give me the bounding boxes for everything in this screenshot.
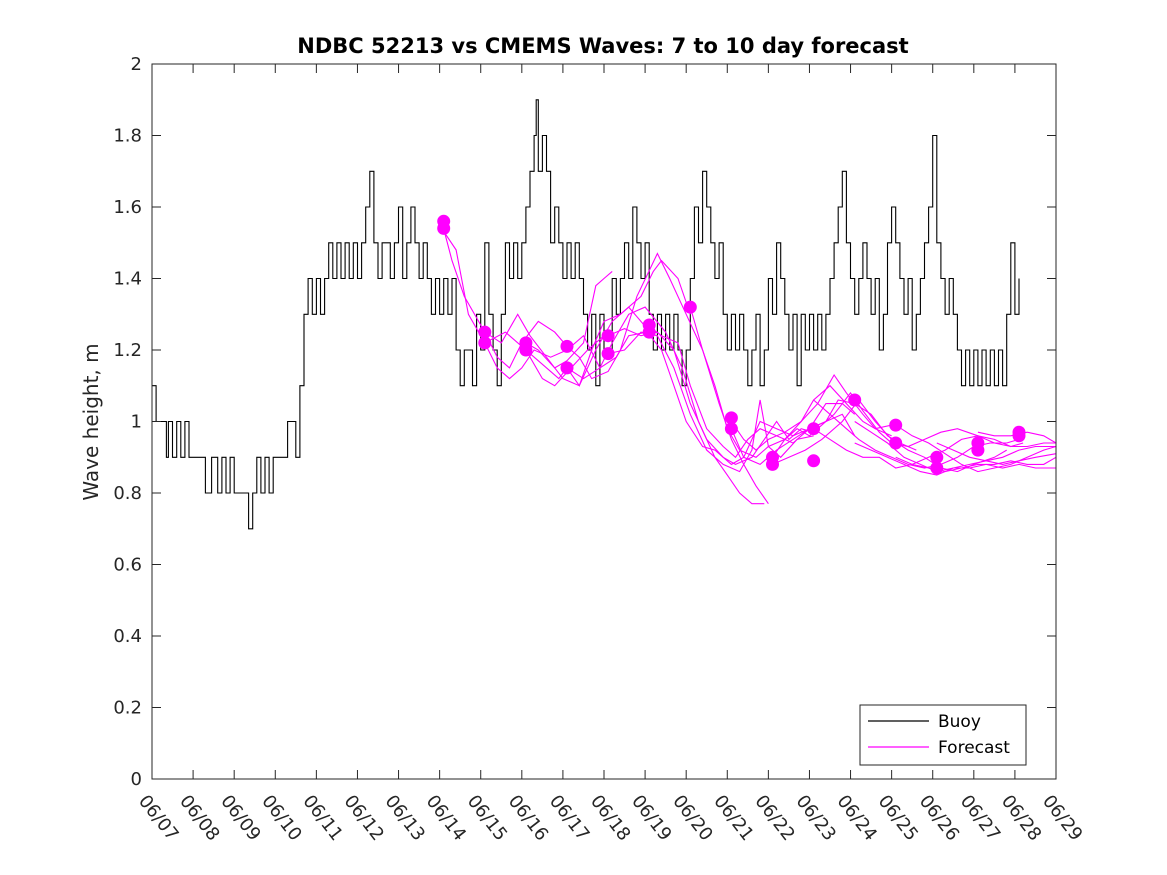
y-tick-label: 1 [131, 412, 142, 433]
buoy-series-line [152, 99, 1020, 530]
forecast-series-line-26 [977, 435, 1056, 448]
forecast-marker-28 [1012, 429, 1026, 443]
legend-forecast-label: Forecast [938, 738, 1010, 758]
forecast-series-line-5 [525, 270, 613, 369]
y-tick-label: 1.8 [113, 126, 142, 147]
forecast-series-line-18 [813, 399, 1020, 469]
forecast-marker-26 [971, 443, 985, 457]
forecast-series-line-7 [566, 252, 769, 505]
forecast-marker-6 [519, 343, 533, 357]
forecast-marker-3 [478, 325, 492, 339]
legend: Buoy Forecast [859, 704, 1027, 766]
y-tick-label: 0 [131, 769, 142, 790]
forecast-marker-24 [930, 461, 944, 475]
forecast-marker-9 [601, 329, 615, 343]
forecast-marker-13 [683, 300, 697, 314]
forecast-series-line-3 [484, 306, 648, 387]
forecast-series-line-1 [441, 221, 568, 369]
forecast-marker-12 [642, 325, 656, 339]
forecast-marker-23 [930, 450, 944, 464]
chart-title: NDBC 52213 vs CMEMS Waves: 7 to 10 day f… [297, 34, 908, 58]
forecast-marker-20 [848, 393, 862, 407]
y-tick-label: 1.2 [113, 340, 142, 361]
forecast-marker-4 [478, 336, 492, 350]
forecast-marker-17 [766, 457, 779, 471]
y-tick-label: 1.6 [113, 197, 142, 218]
y-tick-label: 0.4 [113, 626, 142, 647]
y-tick-label: 0.6 [113, 555, 142, 576]
forecast-marker-15 [724, 422, 738, 436]
forecast-marker-10 [601, 347, 615, 361]
plot-area [152, 99, 1057, 530]
forecast-series-line-19 [813, 428, 1024, 469]
forecast-marker-18 [807, 422, 821, 436]
forecast-marker-2 [437, 221, 451, 235]
forecast-series-line-23 [895, 456, 1057, 473]
forecast-series-line-21 [854, 442, 1056, 476]
y-tick-label: 0.8 [113, 483, 142, 504]
y-tick-label: 1.4 [113, 269, 142, 290]
forecast-marker-14 [724, 411, 738, 425]
y-axis-label: Wave height, m [79, 343, 103, 500]
y-tick-label: 0.2 [113, 698, 142, 719]
forecast-series-line-22 [895, 424, 1057, 473]
forecast-marker-8 [560, 361, 574, 375]
y-tick-label: 2 [131, 54, 142, 75]
forecast-marker-7 [560, 339, 574, 353]
legend-box [859, 704, 1027, 766]
forecast-series-line-24 [936, 442, 1057, 465]
forecast-series-line-16 [772, 391, 979, 458]
forecast-series-line-14 [730, 373, 892, 451]
forecast-marker-19 [807, 454, 821, 468]
legend-buoy-label: Buoy [938, 712, 981, 732]
forecast-marker-22 [889, 436, 903, 450]
forecast-marker-21 [889, 418, 903, 432]
